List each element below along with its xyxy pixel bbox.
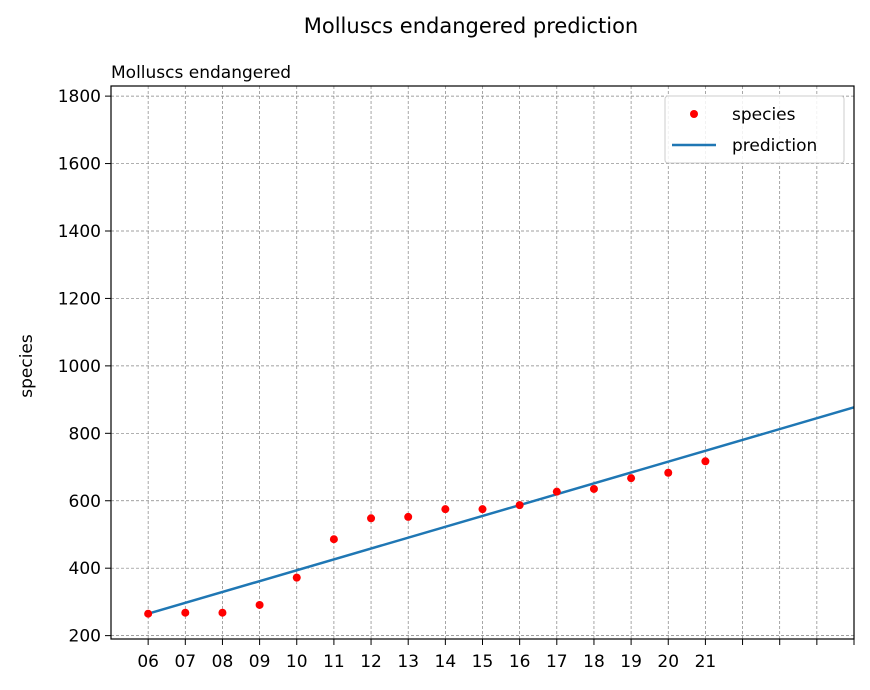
y-tick-label: 1200	[58, 289, 101, 309]
x-tick-label: 15	[472, 652, 494, 672]
legend-prediction-label: prediction	[732, 136, 817, 156]
x-tick-label: 21	[695, 652, 717, 672]
species-point	[255, 600, 264, 609]
x-tick-label: 12	[360, 652, 382, 672]
species-point	[144, 609, 153, 618]
x-tick-label: 17	[546, 652, 568, 672]
species-point	[701, 457, 710, 466]
species-point	[515, 501, 524, 510]
x-tick-label: 19	[620, 652, 642, 672]
y-tick-label: 600	[69, 492, 101, 512]
x-tick-label: 16	[509, 652, 531, 672]
x-tick-label: 09	[249, 652, 271, 672]
x-tick-label: 10	[286, 652, 308, 672]
y-tick-label: 1600	[58, 155, 101, 175]
legend-species-label: species	[732, 105, 796, 125]
y-tick-label: 1000	[58, 357, 101, 377]
axis-ticks: 06 07 08 09 10 11 12 13 14 15 16 17 18 19 20 21 200 400 60…	[58, 87, 855, 672]
species-point	[627, 474, 636, 483]
species-point	[181, 608, 190, 617]
species-point	[367, 514, 376, 523]
x-tick-label: 20	[657, 652, 679, 672]
chart-title: Molluscs endangered	[111, 63, 291, 83]
y-tick-label: 800	[69, 424, 101, 444]
species-point	[329, 535, 338, 544]
y-tick-label: 400	[69, 559, 101, 579]
species-point	[589, 484, 598, 493]
species-point	[478, 505, 487, 514]
plot-series	[144, 406, 855, 618]
species-point	[292, 573, 301, 582]
x-tick-label: 11	[323, 652, 345, 672]
prediction-line	[147, 406, 855, 615]
species-point	[441, 505, 450, 514]
y-tick-label: 1800	[58, 87, 101, 107]
legend-species-marker	[690, 110, 698, 118]
grid	[111, 86, 855, 639]
x-tick-label: 07	[174, 652, 196, 672]
x-tick-label: 18	[583, 652, 605, 672]
chart-suptitle: Molluscs endangered prediction	[304, 14, 639, 38]
x-tick-label: 13	[397, 652, 419, 672]
species-point	[664, 468, 673, 477]
y-tick-label: 1400	[58, 222, 101, 242]
species-point	[552, 487, 561, 496]
species-point	[404, 512, 413, 521]
y-axis-label: species	[17, 334, 37, 398]
x-tick-label: 08	[212, 652, 234, 672]
y-tick-label: 200	[69, 627, 101, 647]
x-tick-label: 14	[435, 652, 457, 672]
species-point	[218, 608, 227, 617]
legend: species prediction	[664, 95, 845, 164]
x-tick-label: 06	[137, 652, 159, 672]
